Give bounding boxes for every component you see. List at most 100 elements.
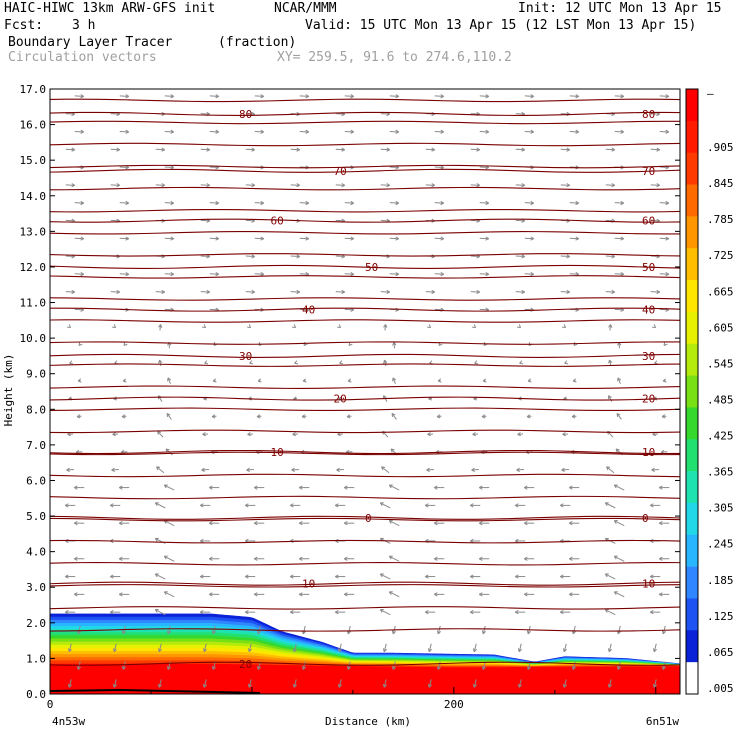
wind-vector <box>562 432 568 437</box>
wind-vector <box>163 555 175 562</box>
wind-vector <box>659 556 670 561</box>
wind-vector <box>211 625 216 635</box>
wind-vector <box>382 679 387 688</box>
wind-vector <box>344 236 355 241</box>
isotherm-line <box>49 363 681 367</box>
colorbar-label: .485 <box>707 393 734 406</box>
wind-vector <box>110 183 121 188</box>
wind-vector <box>652 324 657 329</box>
isotherm-label: 50 <box>642 261 655 274</box>
wind-vector <box>74 94 85 99</box>
isotherm-label: 80 <box>239 108 252 121</box>
wind-vector <box>661 414 667 419</box>
wind-vector <box>427 679 432 688</box>
wind-vector <box>335 503 346 508</box>
isotherm-line <box>49 208 681 213</box>
wind-vector <box>389 94 400 99</box>
wind-vector <box>245 183 256 188</box>
wind-vector <box>389 129 400 134</box>
wind-vector <box>434 556 445 561</box>
y-tick-label: 15.0 <box>20 154 47 167</box>
wind-vector <box>425 610 436 615</box>
colorbar-swatch <box>686 407 698 440</box>
wind-vector <box>659 236 670 241</box>
wind-vector <box>339 360 344 365</box>
wind-vector <box>67 679 72 688</box>
y-tick-label: 1.0 <box>26 652 46 665</box>
colorbar-label: .425 <box>707 430 734 443</box>
wind-vector <box>202 643 207 653</box>
wind-vector <box>479 272 490 277</box>
colorbar: – .905 .845 .785 .725 .665 .605 .545 .485 .425 .36… <box>685 87 734 695</box>
wind-vector <box>119 485 130 490</box>
wind-vector <box>336 467 344 472</box>
wind-vector <box>654 360 659 365</box>
wind-vector <box>294 360 299 365</box>
isotherm-line <box>49 661 681 666</box>
wind-vector <box>381 466 390 474</box>
wind-vector <box>204 360 209 365</box>
wind-vector <box>337 679 342 688</box>
wind-vector <box>119 592 130 597</box>
wind-vector <box>119 521 130 526</box>
wind-vector <box>392 341 397 349</box>
wind-vector <box>434 272 445 277</box>
colorbar-label: .605 <box>707 321 734 334</box>
wind-vector <box>524 94 535 99</box>
wind-vector <box>515 183 526 188</box>
wind-vector <box>200 574 211 579</box>
wind-vector <box>121 661 126 670</box>
wind-vector <box>158 324 163 331</box>
wind-vector <box>607 643 612 653</box>
wind-vector <box>526 414 532 419</box>
wind-vector <box>245 147 256 152</box>
isotherm-label: 80 <box>642 108 655 121</box>
isotherm-label: 30 <box>642 350 655 363</box>
wind-vector <box>254 94 265 99</box>
wind-vector <box>614 236 625 241</box>
isotherm-label: 60 <box>271 215 284 228</box>
wind-vector <box>479 129 490 134</box>
wind-vector <box>245 574 256 579</box>
colorbar-label: .845 <box>707 177 734 190</box>
wind-vector <box>434 592 445 597</box>
wind-vector <box>299 592 310 597</box>
wind-vector <box>257 378 262 383</box>
wind-vector <box>166 412 172 420</box>
wind-vector <box>112 324 117 329</box>
isotherm-line <box>49 449 681 455</box>
wind-vector <box>292 324 297 329</box>
isotherm-line <box>49 628 681 632</box>
wind-vector <box>560 503 571 508</box>
wind-vector <box>515 289 526 295</box>
wind-vector <box>561 467 569 472</box>
wind-vector <box>605 289 616 295</box>
y-tick-label: 10.0 <box>20 332 47 345</box>
wind-vector <box>200 289 211 295</box>
colorbar-frame <box>685 88 699 695</box>
wind-vector <box>254 485 265 490</box>
wind-vector <box>290 503 301 508</box>
wind-vector <box>616 412 622 420</box>
wind-vector <box>524 556 535 561</box>
wind-vector <box>515 254 526 259</box>
y-tick-label: 11.0 <box>20 297 47 310</box>
wind-vector <box>470 147 481 152</box>
wind-vector <box>569 592 580 597</box>
x-tick-label: 200 <box>444 698 464 711</box>
wind-vector <box>67 643 72 653</box>
wind-vector <box>652 679 657 688</box>
isotherm-line <box>49 319 681 323</box>
isotherm-label: 30 <box>239 350 252 363</box>
wind-vector <box>613 484 625 491</box>
axes: 0.0 1.0 2.0 3.0 4.0 5.0 6.0 7.0 8.0 9.0 10.0 11.0 12… <box>20 83 680 711</box>
wind-vector <box>290 147 301 152</box>
wind-vector <box>110 574 121 579</box>
wind-vector <box>301 414 307 419</box>
wind-vector <box>470 574 481 579</box>
isotherm-line <box>49 561 681 566</box>
colorbar-swatch <box>686 502 698 536</box>
y-tick-label: 5.0 <box>26 510 46 523</box>
y-tick-label: 0.0 <box>26 688 46 701</box>
